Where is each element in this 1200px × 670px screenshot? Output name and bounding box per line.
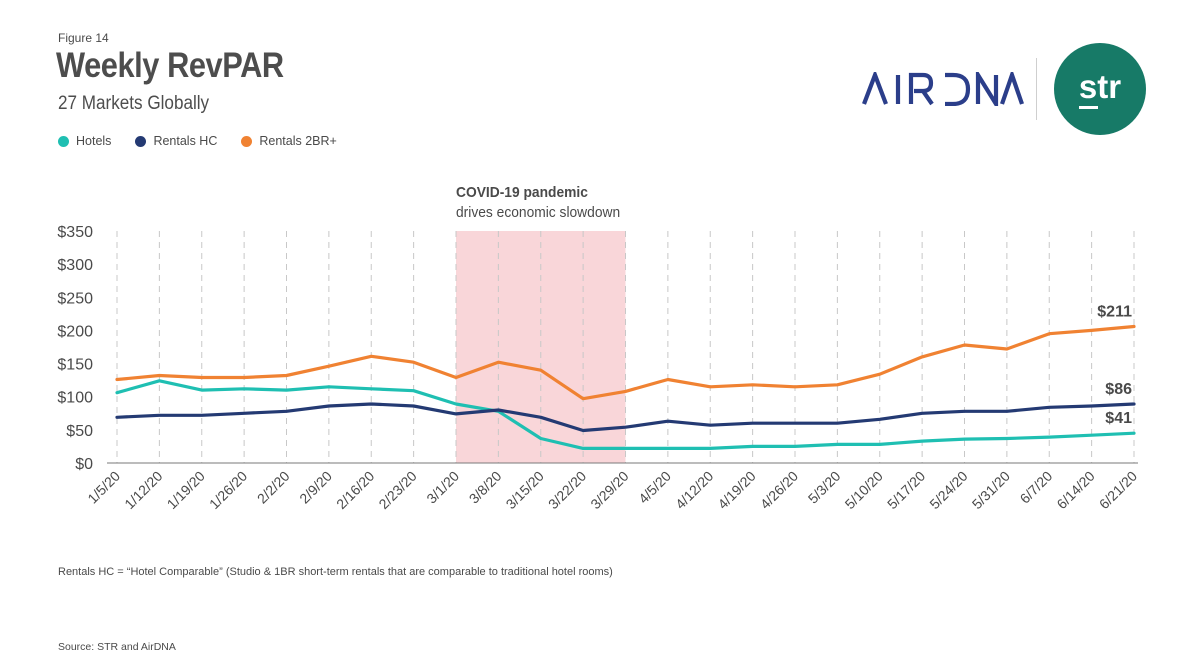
legend-dot-hotels — [58, 135, 69, 147]
x-tick-label: 5/17/20 — [884, 468, 928, 512]
str-logo-text: str — [1079, 68, 1121, 105]
x-tick-label: 5/24/20 — [926, 468, 970, 512]
source-note: Source: STR and AirDNA — [58, 641, 176, 653]
chart-subtitle: 27 Markets Globally — [58, 93, 210, 114]
chart-legend: Hotels Rentals HC Rentals 2BR+ — [58, 134, 361, 148]
y-tick-label: $200 — [57, 323, 93, 340]
y-tick-label: $250 — [57, 290, 93, 307]
figure-label: Figure 14 — [58, 31, 109, 45]
legend-item-hotels: Hotels — [58, 134, 111, 148]
y-tick-label: $100 — [57, 390, 93, 407]
y-tick-label: $350 — [57, 224, 93, 241]
x-tick-label: 6/14/20 — [1053, 468, 1097, 512]
x-tick-label: 3/15/20 — [503, 468, 547, 512]
covid-annotation-subtitle: drives economic slowdown — [456, 204, 621, 221]
x-tick-label: 6/21/20 — [1096, 468, 1140, 512]
x-tick-label: 3/1/20 — [423, 468, 462, 507]
footnote: Rentals HC = “Hotel Comparable” (Studio … — [58, 566, 613, 578]
page-title: Weekly RevPAR — [56, 46, 284, 85]
y-tick-label: $50 — [66, 423, 93, 440]
end-label-rentals-2br: $211 — [1097, 303, 1132, 320]
end-label-rentals-hc: $86 — [1105, 381, 1132, 398]
airdna-logo — [862, 72, 1024, 106]
x-tick-label: 1/5/20 — [84, 468, 123, 507]
x-tick-label: 2/2/20 — [254, 468, 293, 507]
logo-divider — [1036, 58, 1037, 120]
x-tick-label: 3/29/20 — [587, 468, 631, 512]
covid-annotation-title: COVID-19 pandemic — [456, 184, 588, 201]
x-tick-label: 4/26/20 — [757, 468, 801, 512]
y-tick-label: $0 — [75, 456, 93, 473]
legend-item-rentals-hc: Rentals HC — [135, 134, 217, 148]
x-tick-label: 2/9/20 — [296, 468, 335, 507]
x-tick-label: 6/7/20 — [1017, 468, 1056, 507]
hotels-line — [115, 379, 1136, 450]
x-tick-label: 4/19/20 — [714, 468, 758, 512]
rentals-2br-line — [115, 324, 1136, 401]
x-tick-label: 5/10/20 — [842, 468, 886, 512]
x-tick-label: 1/26/20 — [206, 468, 250, 512]
x-tick-label: 2/23/20 — [375, 468, 419, 512]
x-tick-label: 4/12/20 — [672, 468, 716, 512]
legend-label-hotels: Hotels — [76, 134, 112, 148]
x-tick-label: 4/5/20 — [635, 468, 674, 507]
legend-label-rentals-hc: Rentals HC — [153, 134, 218, 148]
x-tick-label: 5/31/20 — [969, 468, 1013, 512]
x-tick-label: 1/12/20 — [121, 468, 165, 512]
legend-dot-rentals-hc — [135, 135, 147, 147]
legend-dot-rentals-2br — [241, 135, 253, 147]
x-tick-label: 1/19/20 — [164, 468, 208, 512]
legend-label-rentals-2br: Rentals 2BR+ — [259, 134, 337, 148]
x-tick-label: 3/22/20 — [545, 468, 589, 512]
end-label-hotels: $41 — [1105, 410, 1132, 427]
rentals-hc-line — [115, 402, 1136, 433]
legend-item-rentals-2br: Rentals 2BR+ — [241, 134, 337, 148]
y-tick-label: $300 — [57, 257, 93, 274]
x-tick-label: 3/8/20 — [466, 468, 505, 507]
x-tick-label: 5/3/20 — [805, 468, 844, 507]
str-logo: str — [1054, 43, 1146, 135]
x-tick-label: 2/16/20 — [333, 468, 377, 512]
y-tick-label: $150 — [57, 357, 93, 374]
